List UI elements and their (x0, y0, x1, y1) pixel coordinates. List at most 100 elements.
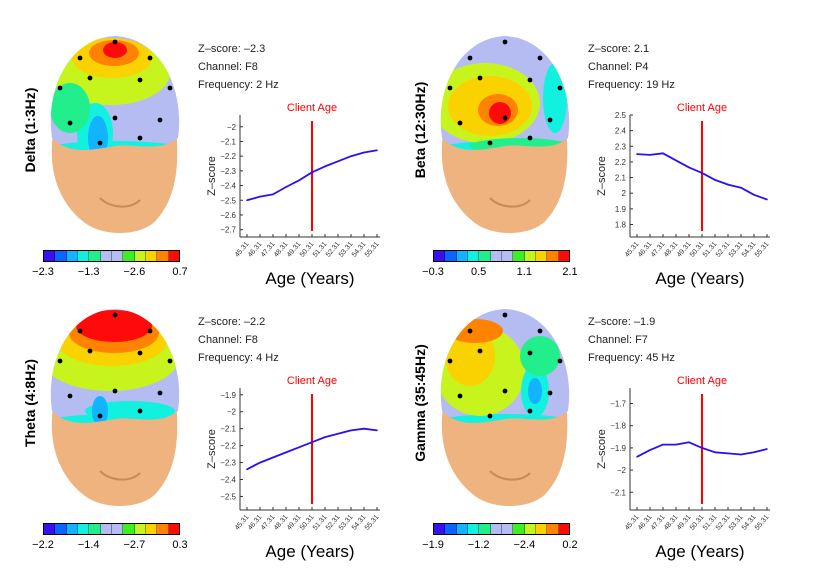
y-tick-label: −2 (227, 123, 237, 132)
x-axis-label: Age (Years) (655, 269, 744, 288)
colorbar-segment (434, 251, 446, 261)
colorbar-label: −1.4 (77, 539, 100, 551)
electrode-dot (77, 328, 83, 334)
data-point (311, 441, 313, 444)
colorbar-label: 2.1 (562, 266, 578, 278)
data-point (753, 193, 755, 196)
band-panel: Theta (4:8Hz) −2.2 −1.4 −2.7 0.3 Z–score: –2.… (0, 273, 400, 563)
colorbar-label: −1.9 (422, 539, 444, 551)
data-point (688, 441, 690, 444)
colorbar-segment (501, 251, 514, 261)
colorbar-segment (524, 251, 536, 261)
data-point (766, 198, 768, 201)
colorbar-segment (89, 524, 101, 534)
band-label: Delta (1:3Hz) (22, 87, 38, 173)
colorbar (43, 250, 180, 262)
data-point (714, 451, 716, 454)
zscore-text: Z–score: –1.9 (588, 316, 656, 328)
colorbar-segment (157, 251, 169, 261)
data-point (285, 186, 287, 188)
y-tick-label: 2 (622, 189, 627, 198)
y-tick-label: −2.5 (220, 492, 236, 501)
data-point (259, 461, 261, 464)
data-point (753, 451, 755, 454)
colorbar-segment (547, 524, 559, 534)
electrode-dot (502, 39, 508, 45)
frequency-text: Frequency: 4 Hz (198, 352, 279, 364)
electrode-dot (457, 120, 463, 126)
colorbar-segment (501, 524, 514, 534)
x-tick-label: 55.31 (754, 514, 771, 532)
y-tick-label: −2 (227, 408, 237, 417)
electrode-dot (57, 85, 63, 91)
electrode-dot (67, 393, 73, 399)
colorbar-segment (66, 251, 78, 261)
electrode-dot (57, 358, 63, 364)
electrode-dot (502, 312, 508, 318)
band-panel: Beta (12:30Hz) −0.3 0.5 1.1 2.1 Z–score: 2.1 C… (390, 0, 790, 290)
electrode-dot (502, 115, 508, 121)
colorbar-segment (168, 251, 179, 261)
data-point (740, 453, 742, 456)
zscore-text: Z–score: –2.2 (198, 316, 266, 328)
y-tick-label: −2.1 (220, 137, 236, 146)
x-tick-label: 55.31 (364, 241, 381, 259)
data-point (246, 468, 248, 471)
colorbar-segment (145, 524, 158, 534)
colorbar-segment (77, 524, 90, 534)
electrode-dot (157, 117, 163, 123)
data-point (675, 443, 677, 446)
colorbar-segment (445, 524, 457, 534)
x-axis-label: Age (Years) (265, 269, 354, 288)
electrode-dot (467, 55, 473, 61)
data-point (363, 151, 365, 154)
colorbar-label: −2.7 (123, 539, 146, 551)
band-label: Gamma (35:45Hz) (412, 344, 428, 462)
colorbar-segment (558, 524, 569, 534)
colorbar-label: 0.2 (562, 539, 578, 551)
colorbar-segment (524, 524, 536, 534)
client-age-label: Client Age (287, 375, 337, 387)
y-axis-label: Z–score (206, 156, 218, 196)
data-point (324, 436, 326, 438)
colorbar (433, 250, 570, 262)
colorbar-segment (479, 251, 491, 261)
electrode-dot (112, 312, 118, 318)
data-point (324, 165, 326, 168)
colorbar-segment (55, 524, 67, 534)
data-point (272, 193, 274, 196)
electrode-dot (112, 115, 118, 121)
zscore-text: Z–score: –2.3 (198, 43, 266, 55)
y-tick-label: −2.6 (220, 211, 236, 220)
colorbar-segment (456, 251, 468, 261)
head-topomap (440, 36, 570, 234)
colorbar-label: −2.6 (123, 266, 146, 278)
colorbar-segment (44, 251, 56, 261)
data-point (350, 155, 352, 157)
colorbar-segment (479, 524, 491, 534)
head-topomap (50, 36, 180, 234)
head-topomap (440, 309, 570, 507)
colorbar-segment (134, 251, 146, 261)
y-tick-label: −1.7 (610, 400, 626, 409)
electrode-dot (527, 350, 533, 356)
electrode-dot (527, 408, 533, 414)
colorbar-segment (111, 251, 124, 261)
data-point (675, 159, 677, 162)
data-point (376, 149, 378, 152)
data-point (311, 171, 313, 174)
electrode-dot (87, 75, 93, 81)
colorbar-label: 0.7 (172, 266, 188, 278)
colorbar-segment (456, 524, 468, 534)
data-point (363, 427, 365, 430)
colorbar-segment (467, 524, 480, 534)
y-tick-label: −2.4 (220, 476, 236, 485)
colorbar-label: −2.4 (513, 539, 536, 551)
data-point (649, 154, 651, 156)
electrode-dot (547, 117, 553, 123)
data-point (766, 448, 768, 450)
client-age-label: Client Age (677, 102, 727, 114)
colorbar-segment (445, 251, 457, 261)
colorbar-label: −0.3 (422, 266, 444, 278)
